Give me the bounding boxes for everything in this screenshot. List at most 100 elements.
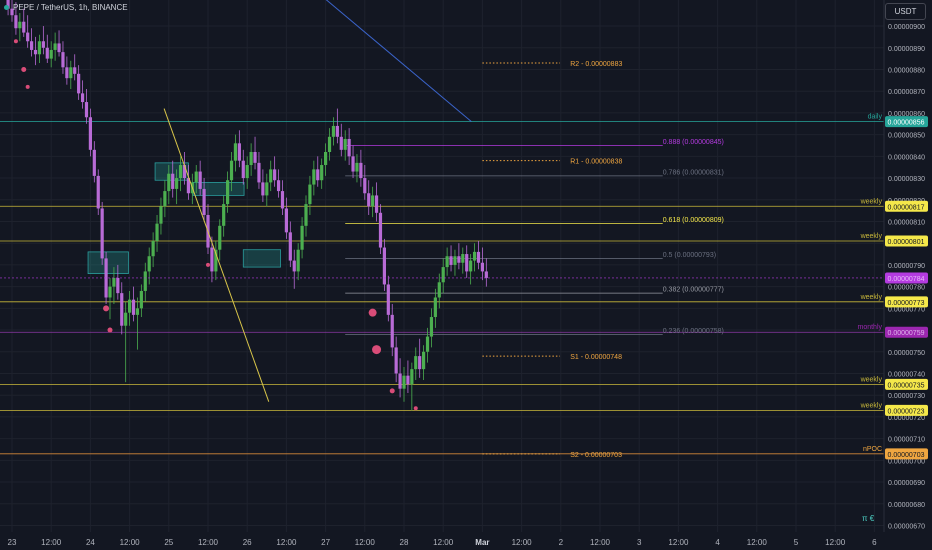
price-label-value: 0.00000703 <box>888 452 925 459</box>
price-label-value: 0.00000773 <box>888 300 925 307</box>
candle-body <box>104 258 108 298</box>
symbol-title: PEPE / TetherUS, 1h, BINANCE <box>13 3 128 12</box>
candle-body <box>394 347 398 374</box>
signal-dot <box>103 305 110 312</box>
candle-body <box>335 125 339 137</box>
signal-dot <box>389 388 395 394</box>
candle-body <box>182 165 187 179</box>
candle-body <box>367 193 371 207</box>
price-label-tag: weekly <box>860 233 883 240</box>
candle-body <box>402 375 406 389</box>
candle-body <box>77 73 81 94</box>
x-tick-label: 28 <box>400 538 409 547</box>
fib-level-label: 0.786 (0.00000831) <box>663 169 724 176</box>
y-tick-label: 0.00000690 <box>888 480 925 487</box>
chart-legend-header: PEPE / TetherUS, 1h, BINANCE <box>4 3 128 12</box>
signal-dot <box>13 39 18 44</box>
candle-body <box>261 182 265 196</box>
candle-body <box>167 173 171 192</box>
y-tick-label: 0.00000900 <box>888 24 925 31</box>
candle-body <box>226 180 230 205</box>
fib-level-label: 0.888 (0.00000845) <box>663 139 724 146</box>
price-label-tag: daily <box>868 114 883 121</box>
candle-body <box>437 282 441 298</box>
candle-body <box>100 208 104 259</box>
x-tick-label: 12:00 <box>433 538 454 547</box>
x-tick-label: 12:00 <box>120 538 141 547</box>
candle-body <box>37 41 42 55</box>
candle-body <box>112 277 116 287</box>
candle-body <box>296 249 300 272</box>
candle-body <box>10 8 14 16</box>
candle-body <box>171 173 175 189</box>
fib-level-label: 0.382 (0.00000777) <box>663 287 724 294</box>
fib-level-label: 0.618 (0.00000809) <box>663 217 724 224</box>
candle-body <box>124 312 128 326</box>
candle-body <box>80 93 85 103</box>
candle-body <box>418 356 422 370</box>
currency-selector-button[interactable]: USDT <box>885 3 926 20</box>
candle-body <box>371 195 375 207</box>
pivot-level-label: S2 - 0.00000703 <box>570 452 622 459</box>
x-tick-label: 4 <box>715 538 720 547</box>
price-label-value: 0.00000801 <box>888 239 925 246</box>
y-tick-label: 0.00000780 <box>888 285 925 292</box>
candle-body <box>92 149 96 176</box>
price-label-tag: weekly <box>860 294 883 301</box>
candle-body <box>18 21 22 29</box>
candle-body <box>131 299 136 315</box>
candle-body <box>194 171 198 183</box>
price-label-box <box>885 296 928 308</box>
price-label-value: 0.00000856 <box>888 120 925 127</box>
candle-body <box>245 165 249 179</box>
candle-body <box>398 373 402 389</box>
candle-body <box>273 169 277 181</box>
candle-body <box>320 165 324 181</box>
candle-body <box>88 117 92 150</box>
candle-body <box>453 256 457 265</box>
y-tick-label: 0.00000860 <box>888 111 925 118</box>
candle-body <box>284 208 288 233</box>
candle-body <box>374 195 379 213</box>
price-label-value: 0.00000759 <box>888 330 925 337</box>
current-price-value: 0.00000784 <box>888 276 925 283</box>
candle-body <box>378 212 383 248</box>
price-label-tag: weekly <box>860 402 883 409</box>
signal-dot <box>107 327 113 333</box>
candle-body <box>433 297 437 318</box>
candle-body <box>363 178 367 194</box>
x-tick-label: 24 <box>86 538 95 547</box>
candle-body <box>441 267 445 283</box>
x-tick-label: 27 <box>321 538 330 547</box>
candle-body <box>457 256 461 263</box>
price-label-value: 0.00000735 <box>888 382 925 389</box>
candle-body <box>324 152 328 166</box>
indicator-corner-icon[interactable]: π € <box>862 514 875 523</box>
signal-dot <box>21 66 27 72</box>
y-tick-label: 0.00000680 <box>888 502 925 509</box>
candle-body <box>210 247 214 272</box>
candle-body <box>49 49 53 59</box>
candle-body <box>108 286 112 298</box>
candle-body <box>53 43 57 50</box>
candle-body <box>288 232 292 261</box>
price-label-box <box>885 448 928 460</box>
y-tick-label: 0.00000880 <box>888 67 925 74</box>
candle-body <box>61 52 65 68</box>
candle-body <box>300 225 304 250</box>
y-tick-label: 0.00000770 <box>888 306 925 313</box>
candle-body <box>327 136 332 152</box>
y-tick-label: 0.00000790 <box>888 263 925 270</box>
candle-body <box>343 138 347 150</box>
candle-body <box>316 169 320 181</box>
price-label-tag: weekly <box>860 376 883 383</box>
candle-body <box>312 169 316 185</box>
y-tick-label: 0.00000720 <box>888 415 925 422</box>
candle-body <box>214 249 218 272</box>
x-tick-label: 12:00 <box>355 538 376 547</box>
candle-body <box>163 191 167 207</box>
price-label-box <box>885 116 928 128</box>
candle-body <box>73 67 77 74</box>
